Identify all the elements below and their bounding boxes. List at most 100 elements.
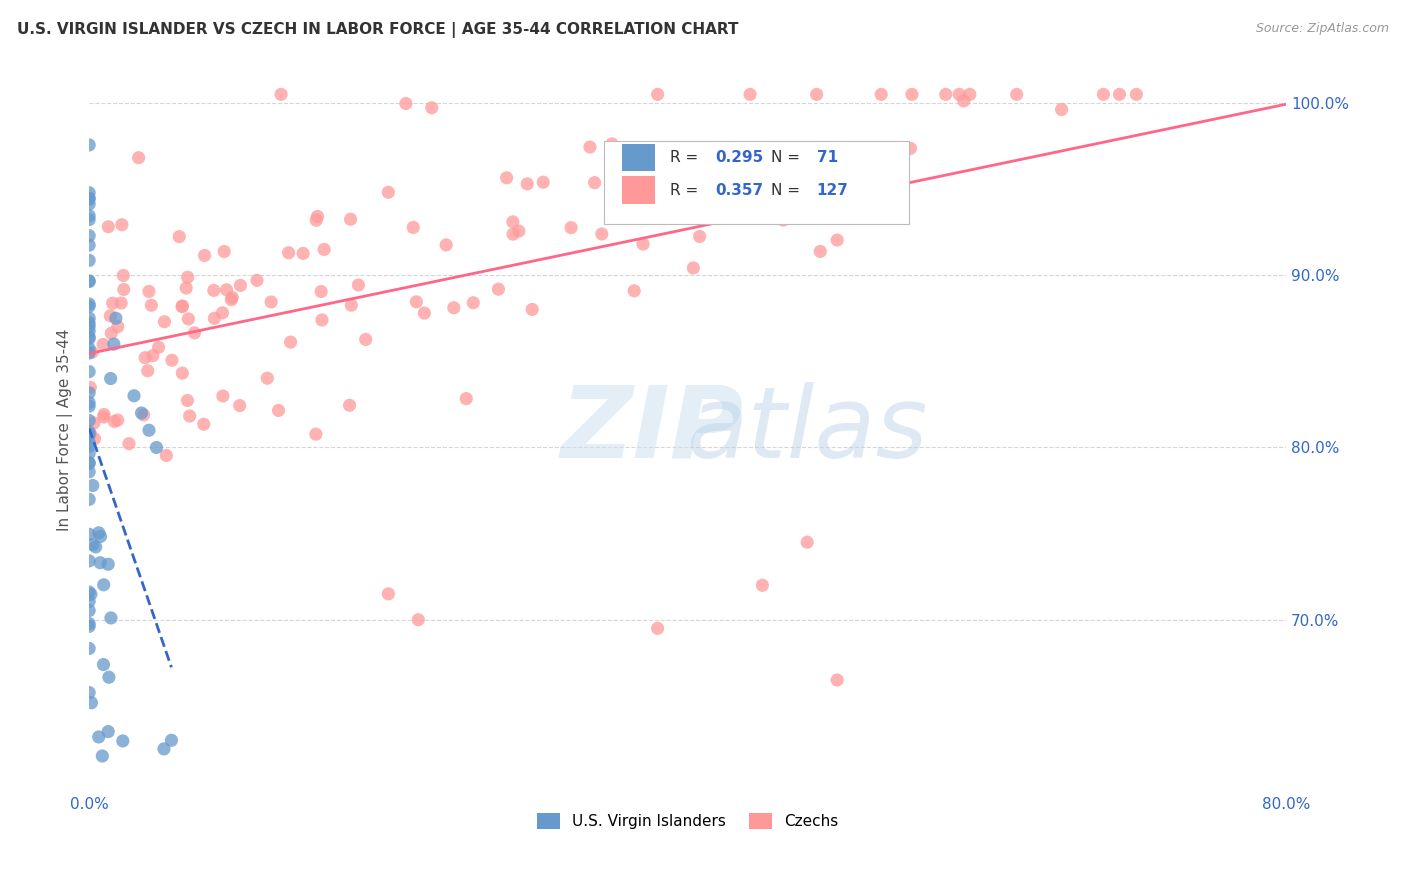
Point [825,673,848,687]
Point [77,641,100,656]
Text: Source: ZipAtlas.com: Source: ZipAtlas.com [1256,22,1389,36]
Y-axis label: In Labor Force | Age 35-44: In Labor Force | Age 35-44 [58,329,73,532]
Point [87,730,110,744]
Point [84,540,107,554]
Point [531,175,554,189]
Point [77,585,100,599]
Point [153,742,176,756]
Point [647,87,669,102]
Point [194,248,217,262]
Point [657,145,679,160]
Point [277,245,299,260]
Point [97,724,120,739]
Point [413,306,436,320]
Point [870,87,893,102]
Point [1108,87,1130,102]
Point [77,324,100,338]
Point [77,319,100,334]
Point [280,335,302,350]
FancyBboxPatch shape [603,141,908,224]
Point [1005,87,1028,102]
Point [193,417,215,432]
Point [176,270,198,285]
Point [309,285,332,299]
Point [141,298,163,312]
Point [172,366,194,380]
Point [93,408,115,422]
Text: 0.357: 0.357 [716,183,763,197]
Point [579,140,602,154]
Point [600,136,623,151]
Point [77,332,100,346]
Point [215,283,238,297]
Point [796,535,818,549]
Point [107,413,129,427]
Point [91,337,114,351]
Point [142,349,165,363]
Point [202,311,225,326]
Point [522,302,544,317]
Point [502,215,524,229]
Text: U.S. VIRGIN ISLANDER VS CZECH IN LABOR FORCE | AGE 35-44 CORRELATION CHART: U.S. VIRGIN ISLANDER VS CZECH IN LABOR F… [17,22,738,38]
Text: 127: 127 [817,183,849,197]
Point [131,406,153,420]
Legend: U.S. Virgin Islanders, Czechs: U.S. Virgin Islanders, Czechs [531,806,845,835]
Point [177,312,200,326]
Point [502,227,524,242]
Point [93,657,115,672]
Point [221,293,243,307]
Point [305,427,328,442]
Point [808,244,831,259]
Point [77,297,100,311]
Point [772,213,794,227]
Point [405,294,427,309]
Point [79,380,101,394]
Point [516,177,538,191]
Bar [621,144,655,171]
Text: R =: R = [669,150,703,165]
Point [221,290,243,304]
Point [402,220,425,235]
Point [340,298,363,312]
Point [583,176,606,190]
Point [174,281,197,295]
Point [77,311,100,326]
Point [406,613,429,627]
Point [91,749,114,764]
Point [77,228,100,243]
Point [211,306,233,320]
Point [179,409,201,423]
Point [77,209,100,223]
Point [77,212,100,227]
Point [77,346,100,360]
Point [103,337,125,351]
Point [80,696,103,710]
Point [212,244,235,259]
Point [83,432,105,446]
Point [395,96,418,111]
Point [305,213,328,227]
Point [77,342,100,356]
Point [97,558,120,572]
Text: R =: R = [669,183,703,197]
Point [160,353,183,368]
Point [172,299,194,313]
Point [104,311,127,326]
Point [690,205,713,219]
Point [229,278,252,293]
Point [93,410,115,425]
Point [138,285,160,299]
Point [212,389,235,403]
Point [560,220,582,235]
Point [77,385,100,400]
Point [77,594,100,608]
Point [111,734,134,748]
Point [134,351,156,365]
Point [77,275,100,289]
Point [347,278,370,293]
Point [136,364,159,378]
Point [77,619,100,633]
Point [77,137,100,152]
Point [155,449,177,463]
Point [111,218,134,232]
